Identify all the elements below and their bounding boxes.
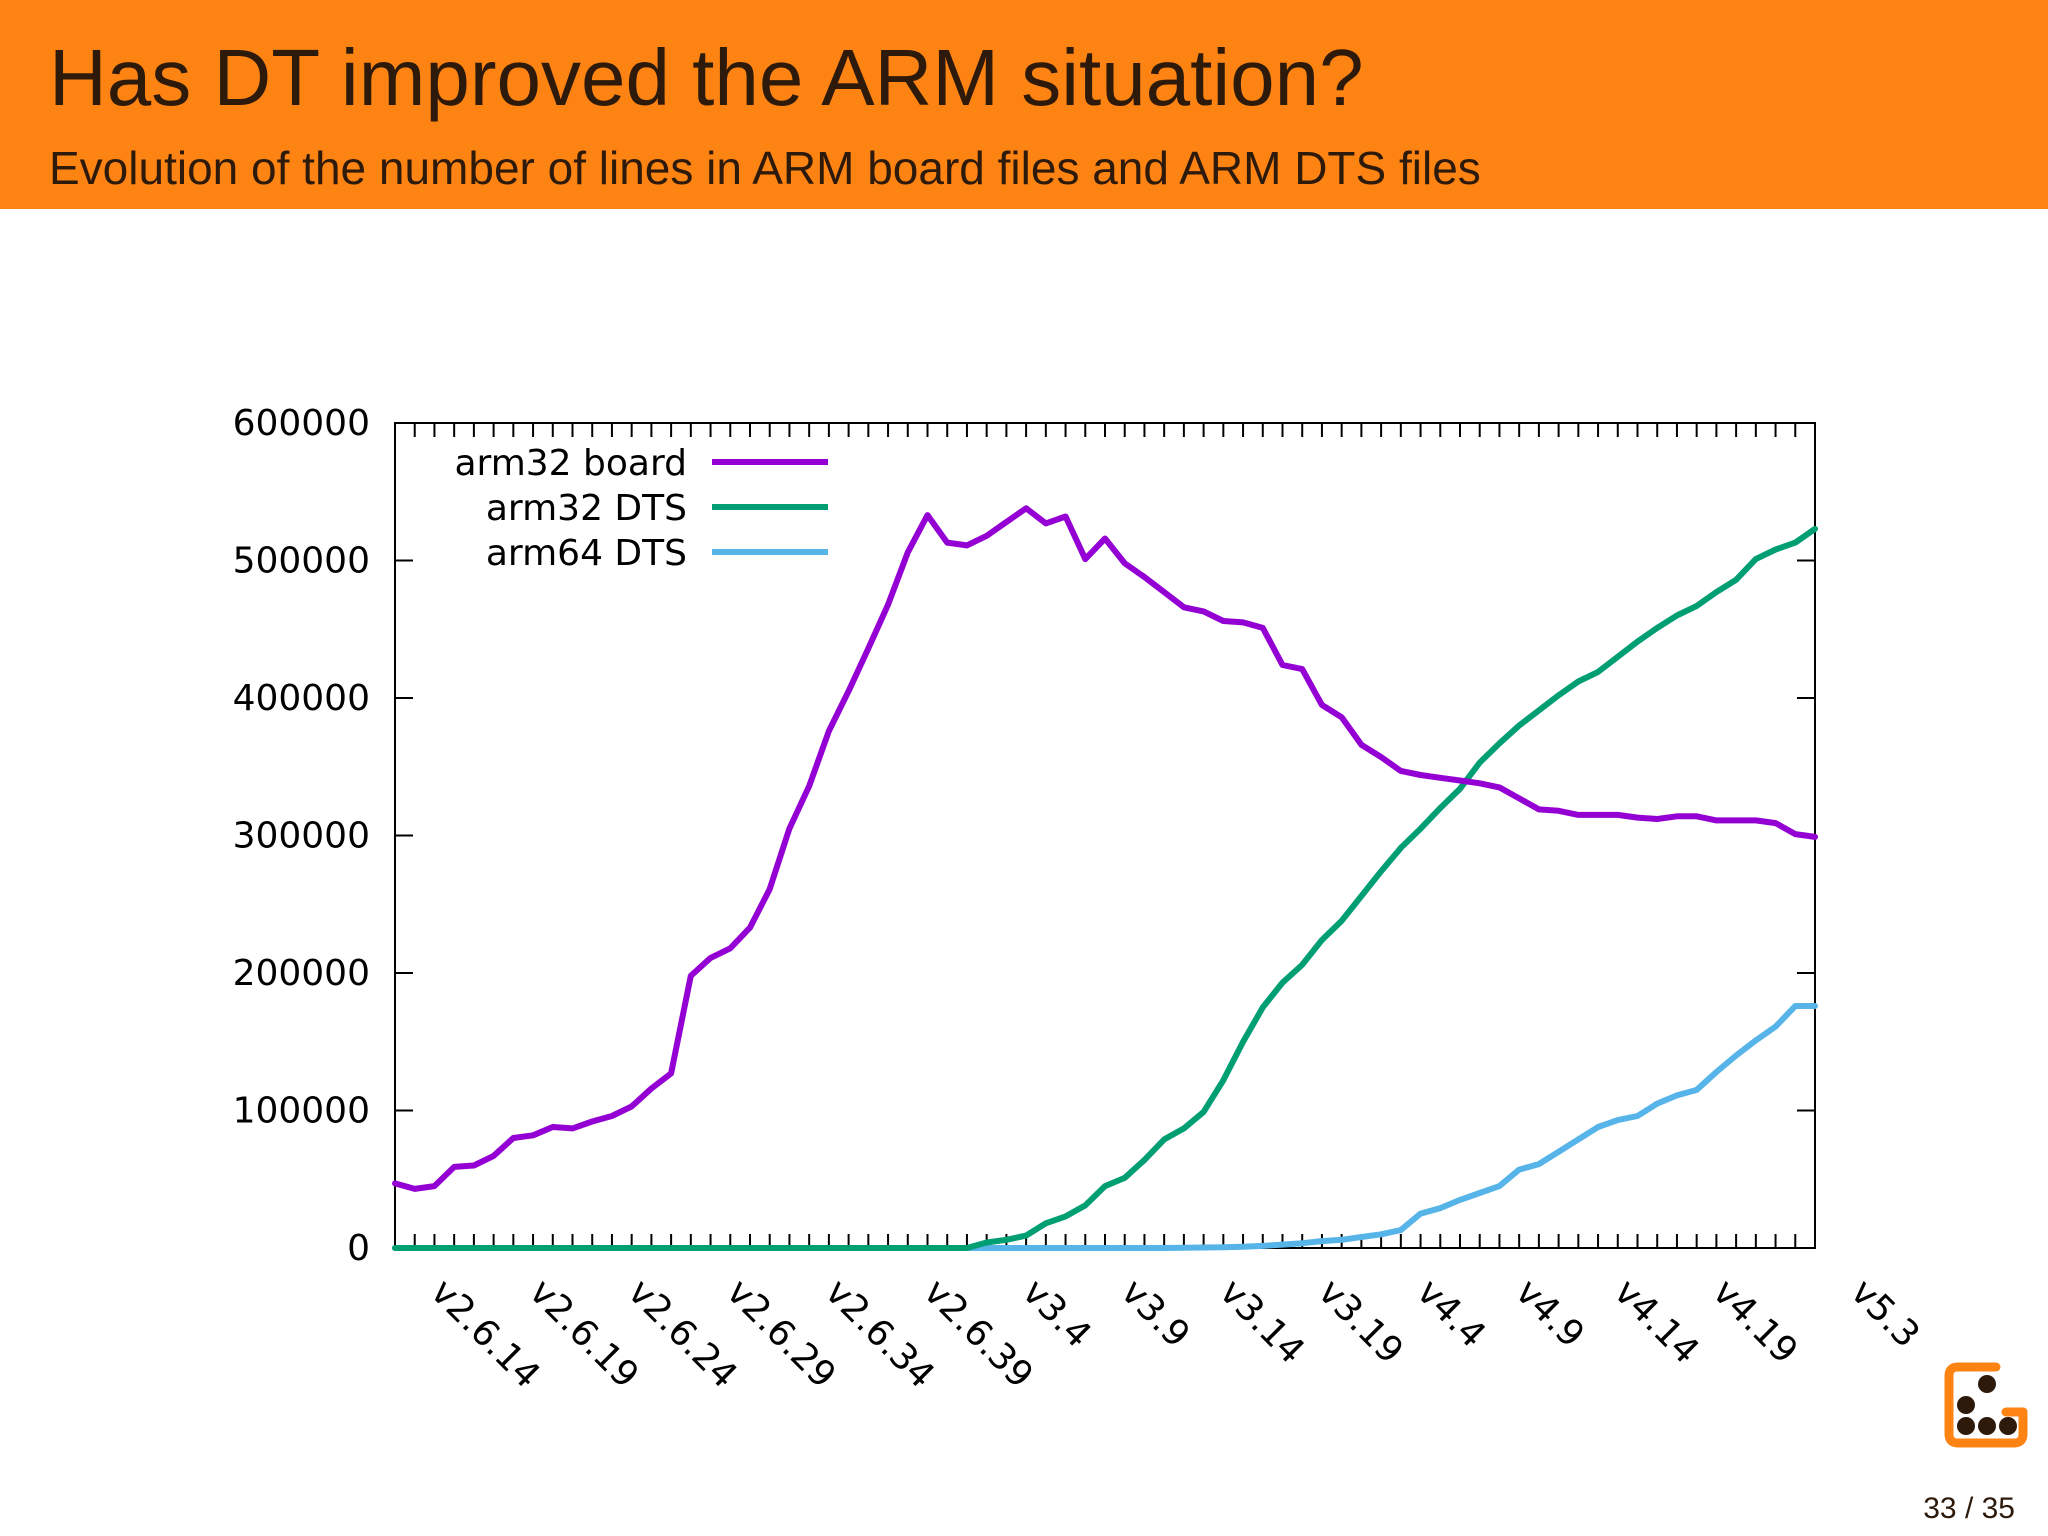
- legend-label: arm32 DTS: [486, 488, 687, 529]
- x-tick-label: v2.6.24: [620, 1271, 745, 1396]
- y-tick-label: 100000: [233, 1091, 370, 1132]
- y-tick-label: 600000: [233, 403, 370, 444]
- x-tick-label: v5.3: [1843, 1271, 1928, 1356]
- x-tick-label: v3.9: [1113, 1271, 1198, 1356]
- y-tick-label: 500000: [233, 541, 370, 582]
- y-tick-label: 200000: [233, 953, 370, 994]
- chart-series: [392, 505, 1818, 1251]
- x-tick-label: v3.4: [1014, 1271, 1099, 1356]
- slide-subtitle: Evolution of the number of lines in ARM …: [49, 142, 1481, 194]
- x-tick-label: v2.6.14: [423, 1271, 548, 1396]
- series-line-arm32-board: [392, 505, 1818, 1192]
- x-tick-label: v2.6.29: [718, 1271, 843, 1396]
- line-chart: 0 100000 200000 300000 400000 500000 600000 v2.…: [233, 403, 1928, 1396]
- x-tick-label: v3.19: [1310, 1271, 1411, 1372]
- x-tick-label: v3.14: [1212, 1271, 1313, 1372]
- x-tick-label: v2.6.34: [817, 1271, 942, 1396]
- x-tick-label: v2.6.39: [916, 1271, 1041, 1396]
- y-tick-label: 0: [347, 1228, 370, 1269]
- x-tick-label: v4.19: [1705, 1271, 1806, 1372]
- series-line-arm64-dts: [392, 1003, 1818, 1251]
- legend-label: arm64 DTS: [486, 533, 687, 574]
- x-tick-label: v4.4: [1409, 1271, 1494, 1356]
- dice-g-logo-icon: [1944, 1362, 2028, 1448]
- x-tick-label: v4.14: [1606, 1271, 1707, 1372]
- y-tick-label: 300000: [233, 816, 370, 857]
- y-tick-label: 400000: [233, 678, 370, 719]
- page-number: 33 / 35: [1923, 1492, 2015, 1525]
- slide-header: Has DT improved the ARM situation? Evolu…: [0, 0, 2048, 209]
- x-tick-label: v4.9: [1507, 1271, 1592, 1356]
- series-line-arm32-dts: [392, 525, 1818, 1251]
- legend-label: arm32 board: [454, 443, 687, 484]
- x-tick-label: v2.6.19: [521, 1271, 646, 1396]
- slide-title: Has DT improved the ARM situation?: [49, 33, 1364, 122]
